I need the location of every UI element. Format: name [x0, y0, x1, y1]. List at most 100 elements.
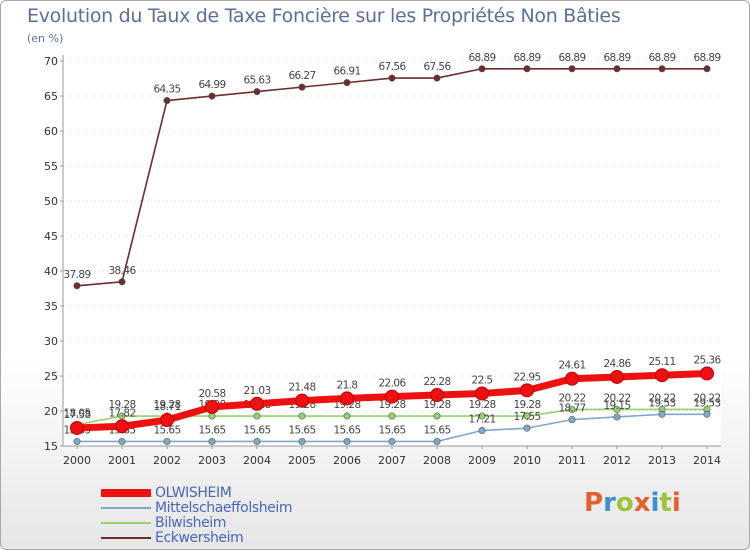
data-label-olwisheim: 21.48 [288, 382, 315, 394]
data-label-olwisheim: 25.36 [693, 354, 721, 366]
data-point-eckwersheim[interactable] [613, 65, 621, 73]
data-point-eckwersheim[interactable] [568, 65, 576, 73]
data-label-eckwersheim: 64.35 [153, 84, 180, 96]
data-point-bilwisheim[interactable] [568, 405, 576, 413]
data-point-olwisheim[interactable] [565, 371, 579, 386]
x-tick-label: 2012 [603, 454, 631, 467]
data-point-mittelschaeffolsheim[interactable] [613, 413, 621, 421]
data-label-olwisheim: 22.5 [472, 375, 493, 387]
data-point-eckwersheim[interactable] [478, 65, 486, 73]
data-point-mittelschaeffolsheim[interactable] [118, 437, 126, 445]
data-label-mittelschaeffolsheim: 19.53 [648, 397, 675, 409]
y-tick-label: 55 [44, 160, 58, 173]
data-point-olwisheim[interactable] [250, 396, 264, 411]
data-label-mittelschaeffolsheim: 19.15 [603, 400, 630, 412]
data-point-eckwersheim[interactable] [298, 83, 306, 91]
data-point-eckwersheim[interactable] [118, 278, 126, 286]
data-point-olwisheim[interactable] [385, 389, 399, 404]
data-point-mittelschaeffolsheim[interactable] [703, 410, 711, 418]
data-point-eckwersheim[interactable] [73, 282, 81, 290]
data-point-bilwisheim[interactable] [253, 412, 261, 420]
data-point-eckwersheim[interactable] [703, 65, 711, 73]
data-point-bilwisheim[interactable] [343, 412, 351, 420]
y-tick-label: 35 [44, 300, 58, 313]
data-point-bilwisheim[interactable] [298, 412, 306, 420]
data-point-olwisheim[interactable] [205, 399, 219, 414]
data-point-bilwisheim[interactable] [523, 412, 531, 420]
data-label-eckwersheim: 37.89 [63, 269, 90, 281]
logo-letter: o [615, 488, 634, 518]
data-point-eckwersheim[interactable] [658, 65, 666, 73]
proxiti-logo[interactable]: Proxiti [584, 488, 681, 518]
data-label-eckwersheim: 68.89 [648, 52, 675, 64]
data-label-mittelschaeffolsheim: 19.53 [693, 397, 720, 409]
x-tick-label: 2009 [468, 454, 496, 467]
data-point-olwisheim[interactable] [295, 393, 309, 408]
y-tick-label: 70 [44, 55, 58, 68]
data-point-bilwisheim[interactable] [388, 412, 396, 420]
data-point-olwisheim[interactable] [70, 420, 84, 435]
x-tick-label: 2005 [288, 454, 316, 467]
data-point-olwisheim[interactable] [160, 413, 174, 428]
data-point-olwisheim[interactable] [115, 419, 129, 434]
data-label-olwisheim: 22.06 [378, 378, 406, 390]
y-tick-label: 50 [44, 195, 58, 208]
data-point-bilwisheim[interactable] [433, 412, 441, 420]
data-label-bilwisheim: 19.28 [513, 399, 540, 411]
data-point-mittelschaeffolsheim[interactable] [523, 424, 531, 432]
y-tick-label: 25 [44, 370, 58, 383]
data-point-mittelschaeffolsheim[interactable] [343, 437, 351, 445]
data-point-eckwersheim[interactable] [253, 88, 261, 96]
data-label-olwisheim: 17.58 [63, 409, 90, 421]
data-point-mittelschaeffolsheim[interactable] [298, 437, 306, 445]
x-tick-label: 2010 [513, 454, 541, 467]
y-tick-label: 15 [44, 440, 58, 453]
data-point-mittelschaeffolsheim[interactable] [73, 437, 81, 445]
data-point-eckwersheim[interactable] [343, 79, 351, 87]
data-point-eckwersheim[interactable] [523, 65, 531, 73]
data-label-bilwisheim: 18.05 [63, 408, 90, 420]
data-label-bilwisheim: 20.22 [603, 392, 630, 404]
x-tick-label: 2006 [333, 454, 361, 467]
chart-title: Evolution du Taux de Taxe Foncière sur l… [27, 5, 621, 27]
data-point-mittelschaeffolsheim[interactable] [568, 416, 576, 424]
data-point-mittelschaeffolsheim[interactable] [658, 410, 666, 418]
data-point-olwisheim[interactable] [430, 388, 444, 403]
data-label-bilwisheim: 19.28 [423, 399, 450, 411]
data-label-bilwisheim: 20.22 [648, 392, 675, 404]
data-point-eckwersheim[interactable] [388, 74, 396, 82]
data-point-bilwisheim[interactable] [118, 412, 126, 420]
data-point-olwisheim[interactable] [655, 368, 669, 383]
chart-unit-label: (en %) [27, 32, 64, 45]
data-label-eckwersheim: 65.63 [243, 75, 270, 87]
data-point-eckwersheim[interactable] [433, 74, 441, 82]
data-point-olwisheim[interactable] [475, 386, 489, 401]
legend-label-olwisheim: OLWISHEIM [155, 485, 232, 501]
data-point-mittelschaeffolsheim[interactable] [208, 437, 216, 445]
data-point-eckwersheim[interactable] [208, 92, 216, 100]
data-point-olwisheim[interactable] [700, 366, 714, 381]
data-point-olwisheim[interactable] [340, 391, 354, 406]
data-point-mittelschaeffolsheim[interactable] [253, 437, 261, 445]
data-point-mittelschaeffolsheim[interactable] [163, 437, 171, 445]
data-label-eckwersheim: 68.89 [513, 52, 540, 64]
data-label-eckwersheim: 68.89 [558, 52, 585, 64]
data-point-eckwersheim[interactable] [163, 97, 171, 105]
data-point-mittelschaeffolsheim[interactable] [478, 427, 486, 435]
data-point-olwisheim[interactable] [610, 369, 624, 384]
data-label-mittelschaeffolsheim: 15.65 [243, 424, 270, 436]
data-point-mittelschaeffolsheim[interactable] [388, 437, 396, 445]
logo-letter: x [633, 488, 651, 518]
data-label-mittelschaeffolsheim: 15.65 [423, 424, 450, 436]
plot-area [63, 57, 721, 446]
data-point-bilwisheim[interactable] [478, 412, 486, 420]
data-label-mittelschaeffolsheim: 15.65 [378, 424, 405, 436]
legend-label-eckwersheim: Eckwersheim [155, 530, 244, 546]
x-tick-label: 2014 [693, 454, 721, 467]
data-point-bilwisheim[interactable] [613, 405, 621, 413]
data-point-mittelschaeffolsheim[interactable] [433, 437, 441, 445]
data-label-mittelschaeffolsheim: 17.21 [468, 414, 495, 426]
data-label-olwisheim: 21.03 [243, 385, 270, 397]
data-point-olwisheim[interactable] [520, 383, 534, 398]
data-label-mittelschaeffolsheim: 17.55 [513, 411, 540, 423]
